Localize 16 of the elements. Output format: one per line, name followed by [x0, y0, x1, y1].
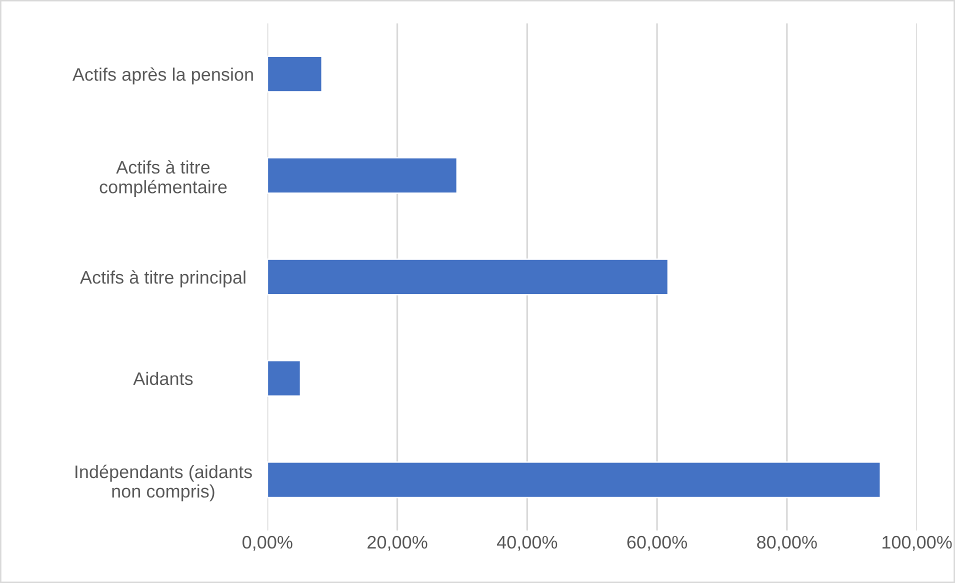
bar [267, 258, 669, 296]
x-tick-label: 20,00% [368, 536, 428, 551]
y-tick-label: Actifs à titre complémentaire [100, 160, 227, 197]
y-tick-label: Aidants [133, 372, 193, 386]
x-tick-label: 60,00% [627, 536, 688, 551]
bar [267, 461, 882, 498]
x-tick-label: 80,00% [757, 536, 817, 551]
bar [267, 157, 458, 194]
x-tick-label: 40,00% [496, 536, 558, 551]
y-tick-label: Actifs après la pension [72, 67, 253, 84]
bar [267, 360, 302, 397]
y-tick-label: Actifs à titre principal [80, 270, 246, 288]
y-tick-label: Indépendants (aidants non compris) [76, 464, 252, 502]
x-tick-label: 0,00% [242, 536, 292, 551]
bar [267, 56, 323, 92]
x-tick-label: 100,00% [882, 536, 952, 551]
